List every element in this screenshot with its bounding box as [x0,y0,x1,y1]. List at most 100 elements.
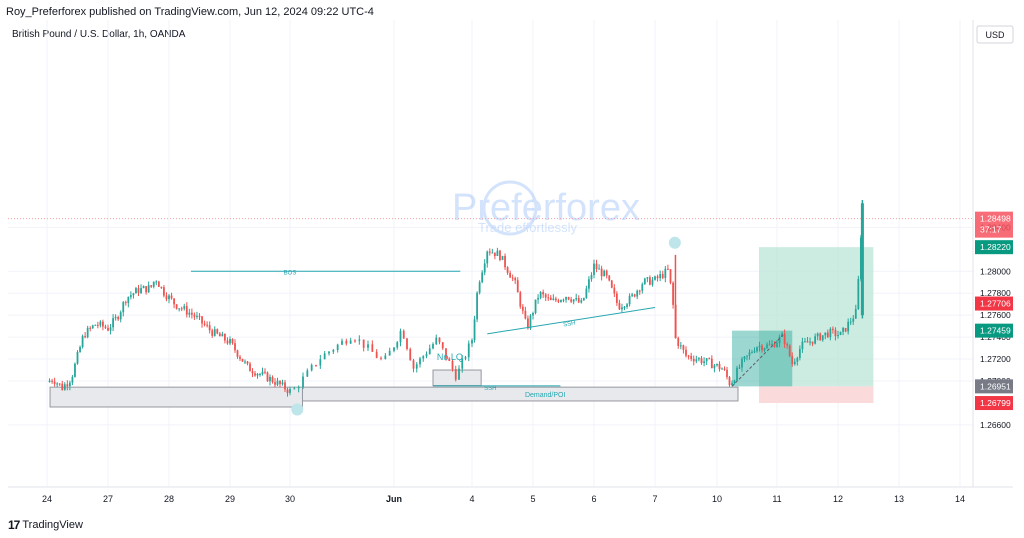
candle [547,297,550,299]
candle [690,355,693,359]
candle [402,330,405,339]
candle [51,380,53,382]
candle [96,324,99,326]
candle [554,298,557,301]
candle [464,357,467,359]
candle [593,263,595,276]
candle [615,293,618,303]
candle [643,278,646,285]
candle [557,300,560,303]
candle [821,335,824,341]
candle [289,389,291,393]
candle [649,277,651,285]
candle [598,268,600,270]
candle [814,336,817,344]
candle [860,203,864,316]
candle [68,382,71,387]
candle [771,343,773,345]
candle [826,332,829,338]
price-axis: USD 1.284001.280001.278001.276001.274001… [972,20,1014,487]
candle [582,297,585,301]
candle [824,332,827,336]
x-tick-label: Jun [386,494,402,504]
demand-zone [301,386,739,402]
price-tag [975,296,1013,311]
candle [570,299,573,302]
candle [319,359,322,366]
candle [618,302,621,310]
candle [567,297,570,300]
candle [178,308,181,310]
x-tick-label: 5 [530,494,535,504]
candle [588,279,590,289]
candle [315,364,317,366]
candle [332,350,335,352]
candle [406,338,408,350]
candle [552,298,555,301]
current-price-label: 1.28498 [980,214,1011,224]
candle [837,335,839,337]
candle [422,356,425,359]
x-tick-label: 27 [103,494,113,504]
candle [461,358,464,369]
candle [286,389,289,393]
candle [104,326,107,328]
candle [388,350,391,356]
candle [623,306,626,308]
candle [354,340,356,342]
candle [763,348,766,351]
ssh-label-2: SSH [484,386,496,392]
candle [256,373,259,376]
candle [580,300,583,303]
candle [738,367,741,369]
candle [646,277,649,279]
candle [323,353,326,360]
candle [651,279,654,285]
candle [575,298,578,300]
candle [259,373,261,375]
candle [852,318,855,322]
candle [718,363,721,370]
liquidity-marker-high [668,236,681,249]
candle [493,252,496,257]
candle [142,286,145,289]
candle [723,368,726,370]
candle [94,324,97,326]
candle [834,329,837,337]
candle [157,281,160,287]
candle [514,278,517,281]
x-tick-label: 29 [225,494,235,504]
candle [208,325,211,331]
candle [99,321,102,326]
candle [264,371,266,373]
candle [198,315,201,317]
candle [519,292,522,307]
candle [534,299,537,313]
candle [788,345,791,357]
tradingview-logo[interactable]: 17 TradingView [8,518,83,532]
candle [145,286,148,293]
candle [478,282,481,293]
candle [201,316,203,324]
price-tag-label: 1.28220 [980,242,1011,252]
candle [221,334,224,337]
y-tick-label: 1.27200 [980,354,1011,364]
candle [71,376,74,383]
candle [152,281,155,287]
price-tag [975,240,1013,255]
candle [231,339,234,344]
candle [415,364,418,369]
candle [659,274,662,279]
candle [140,288,142,293]
candle [216,329,219,334]
candle [793,361,796,365]
candle [483,263,486,273]
candle [656,276,659,279]
candle [672,282,674,305]
candle [155,281,158,283]
candle [183,306,186,309]
ssh-trendline [487,307,656,335]
candle [621,307,623,310]
